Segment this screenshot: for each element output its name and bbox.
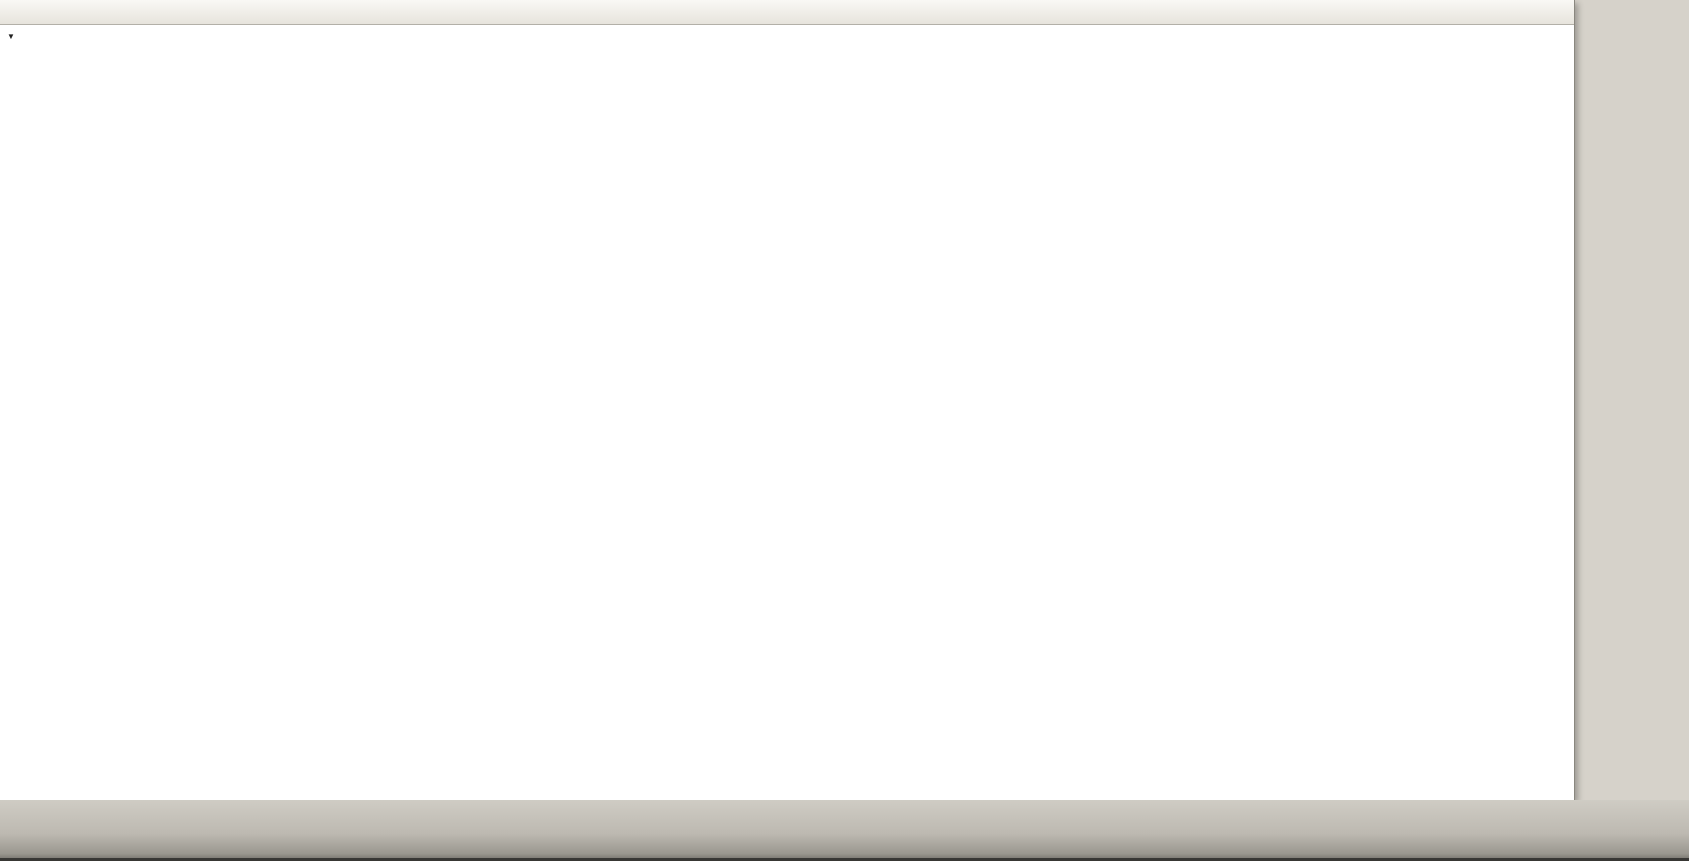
desktop-bottom-edge — [0, 858, 1689, 861]
chart-window: ▼ — [0, 25, 1574, 800]
main-toolbar — [0, 0, 1574, 25]
desktop-bottom — [0, 800, 1689, 861]
mt4-window: ▼ — [0, 0, 1575, 800]
chart-svg — [0, 25, 1574, 800]
